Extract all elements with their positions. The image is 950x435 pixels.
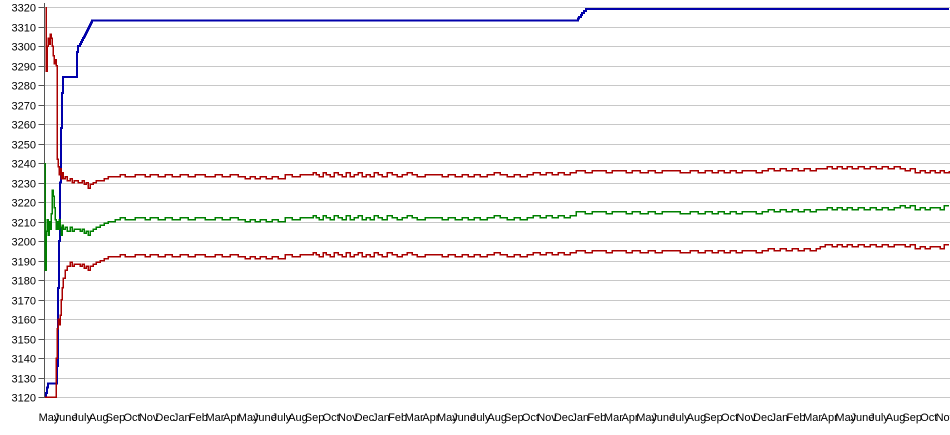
- y-tick-label: 3250: [12, 140, 36, 152]
- x-tick-label: July: [471, 412, 491, 424]
- x-tick-label: Nov: [736, 412, 756, 424]
- y-tick-label: 3170: [12, 296, 36, 308]
- x-tick-label: Nov: [338, 412, 358, 424]
- x-tick-label: May: [39, 412, 60, 424]
- x-tick-label: Aug: [487, 412, 507, 424]
- x-tick-label: Apr: [821, 412, 838, 424]
- y-tick-label: 3140: [12, 354, 36, 366]
- y-tick-label: 3310: [12, 23, 36, 35]
- x-tick-label: Nov: [936, 412, 950, 424]
- x-tick-label: Mar: [405, 412, 424, 424]
- y-tick-label: 3220: [12, 198, 36, 210]
- y-tick-label: 3150: [12, 335, 36, 347]
- x-tick-label: Mar: [206, 412, 225, 424]
- x-tick-label: June: [651, 412, 675, 424]
- x-tick-label: Jan: [173, 412, 191, 424]
- x-tick-label: Aug: [288, 412, 308, 424]
- x-tick-label: July: [272, 412, 292, 424]
- x-tick-label: Feb: [787, 412, 806, 424]
- x-tick-label: Feb: [587, 412, 606, 424]
- y-tick-label: 3240: [12, 159, 36, 171]
- x-tick-label: Mar: [803, 412, 822, 424]
- x-tick-label: July: [670, 412, 690, 424]
- series-blue-line: [45, 7, 949, 398]
- x-tick-label: Jan: [771, 412, 789, 424]
- gridlines: [45, 7, 950, 398]
- x-tick-label: Apr: [422, 412, 439, 424]
- x-tick-label: Sep: [106, 412, 126, 424]
- y-tick-label: 3210: [12, 218, 36, 230]
- x-tick-label: Nov: [537, 412, 557, 424]
- x-tick-label: Aug: [687, 412, 707, 424]
- y-tick-label: 3130: [12, 374, 36, 386]
- x-tick-label: Apr: [621, 412, 638, 424]
- x-tick-label: Sep: [305, 412, 325, 424]
- y-tick-label: 3320: [12, 3, 36, 15]
- x-tick-label: Oct: [920, 412, 937, 424]
- x-tick-label: Mar: [604, 412, 623, 424]
- x-axis-labels: MayJuneJulyAugSepOctNovDecJanFebMarAprMa…: [39, 412, 950, 424]
- y-tick-label: 3230: [12, 179, 36, 191]
- x-tick-label: Aug: [89, 412, 109, 424]
- x-tick-label: Jan: [372, 412, 390, 424]
- x-tick-label: Oct: [123, 412, 140, 424]
- y-tick-label: 3160: [12, 315, 36, 327]
- x-tick-label: Dec: [355, 412, 375, 424]
- x-tick-label: Aug: [886, 412, 906, 424]
- y-tick-label: 3260: [12, 120, 36, 132]
- x-tick-label: Oct: [522, 412, 539, 424]
- x-tick-label: Jan: [571, 412, 589, 424]
- x-tick-label: Oct: [323, 412, 340, 424]
- y-axis: 3320 3310 3300 3290 3280 3270 3260 3250 3240 3230…: [12, 3, 45, 405]
- x-tick-label: May: [238, 412, 259, 424]
- x-tick-label: Dec: [155, 412, 175, 424]
- x-tick-label: May: [437, 412, 458, 424]
- series-red-upper: [45, 7, 950, 190]
- x-tick-label: Sep: [902, 412, 922, 424]
- y-tick-label: 3190: [12, 257, 36, 269]
- x-tick-label: Oct: [721, 412, 738, 424]
- y-tick-label: 3180: [12, 276, 36, 288]
- series-red-lower: [45, 244, 949, 398]
- x-tick-label: Dec: [554, 412, 574, 424]
- series-green-middle: [44, 163, 949, 272]
- y-tick-label: 3280: [12, 81, 36, 93]
- x-tick-label: June: [452, 412, 476, 424]
- x-tick-label: June: [54, 412, 78, 424]
- x-tick-label: May: [835, 412, 856, 424]
- x-tick-label: Sep: [504, 412, 524, 424]
- x-tick-label: June: [850, 412, 874, 424]
- y-tick-label: 3290: [12, 62, 36, 74]
- x-tick-label: July: [72, 412, 92, 424]
- x-tick-label: Feb: [388, 412, 407, 424]
- x-tick-label: July: [869, 412, 889, 424]
- y-tick-label: 3300: [12, 42, 36, 54]
- x-tick-label: Feb: [189, 412, 208, 424]
- x-tick-label: Nov: [139, 412, 159, 424]
- y-tick-label: 3270: [12, 101, 36, 113]
- x-tick-label: May: [636, 412, 657, 424]
- y-tick-label: 3120: [12, 393, 36, 405]
- y-tick-label: 3200: [12, 237, 36, 249]
- x-tick-label: Dec: [753, 412, 773, 424]
- x-tick-label: Sep: [703, 412, 723, 424]
- x-tick-label: June: [253, 412, 277, 424]
- x-tick-label: Apr: [223, 412, 240, 424]
